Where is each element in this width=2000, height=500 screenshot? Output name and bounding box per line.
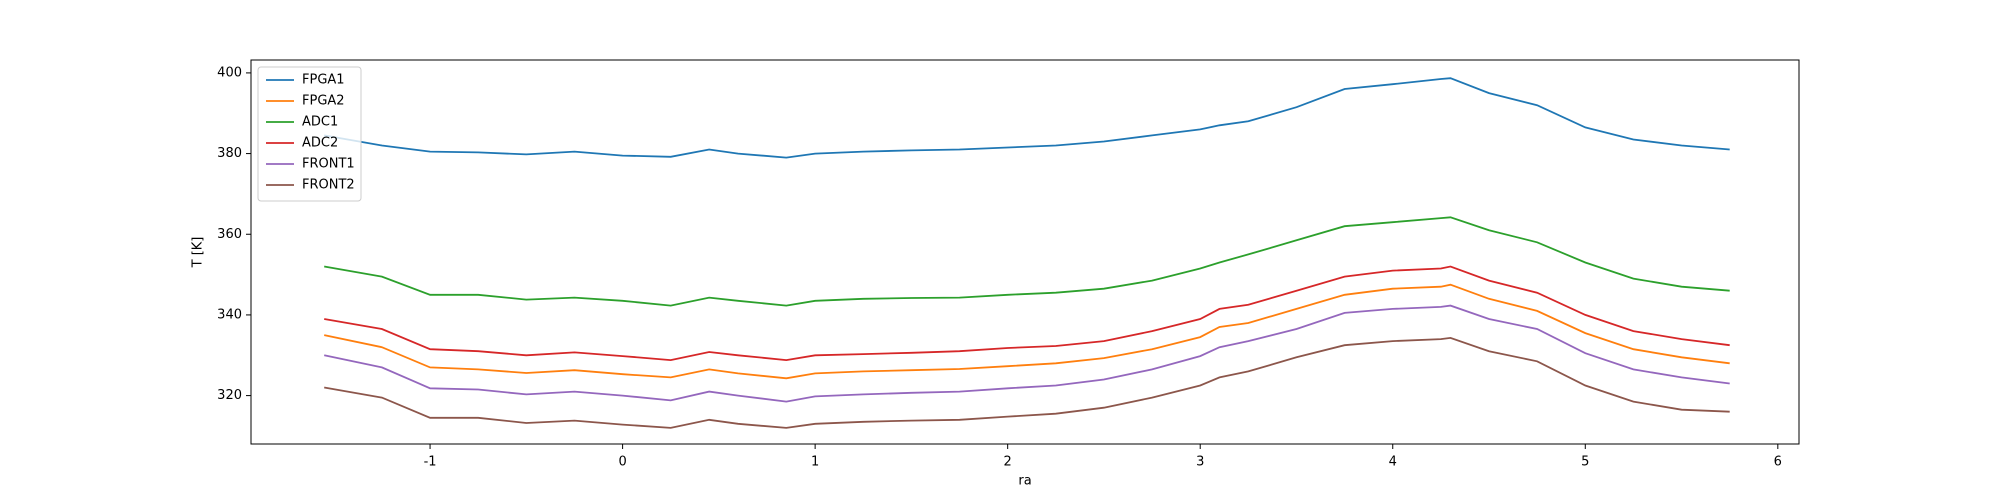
legend-label: FRONT1: [302, 157, 355, 172]
y-tick-label: 360: [217, 227, 242, 242]
x-tick-label: 5: [1581, 455, 1589, 470]
y-tick-label: 340: [217, 307, 242, 322]
y-tick-label: 320: [217, 388, 242, 403]
x-tick-label: 0: [618, 455, 626, 470]
data-line: [324, 216, 1730, 307]
legend-label: FPGA1: [302, 73, 345, 88]
x-tick-label: -1: [424, 455, 437, 470]
data-line: [324, 283, 1730, 380]
y-tick-label: 380: [217, 146, 242, 161]
x-tick-label: 4: [1389, 455, 1397, 470]
plot-frame: [250, 59, 1800, 445]
x-axis-label: ra: [1018, 474, 1031, 489]
y-axis-label: T [K]: [191, 237, 206, 269]
data-line: [324, 336, 1730, 429]
x-tick-label: 3: [1196, 455, 1204, 470]
data-line: [324, 304, 1730, 403]
x-tick-label: 2: [1004, 455, 1012, 470]
y-tick-label: 400: [217, 65, 242, 80]
legend-label: FRONT2: [302, 178, 355, 193]
x-tick-label: 6: [1774, 455, 1782, 470]
data-line: [324, 77, 1730, 159]
data-line: [324, 265, 1730, 362]
x-tick-label: 1: [811, 455, 819, 470]
legend-label: ADC2: [302, 136, 338, 151]
legend-label: FPGA2: [302, 94, 345, 109]
legend-label: ADC1: [302, 115, 338, 130]
